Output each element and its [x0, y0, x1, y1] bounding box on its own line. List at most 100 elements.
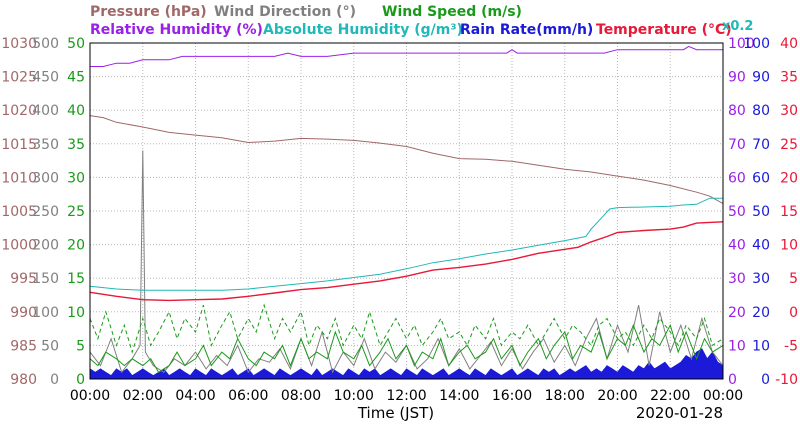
x-tick-label: 04:00 — [175, 388, 215, 404]
x-tick-label: 18:00 — [545, 388, 585, 404]
pressure-tick-label: 1020 — [1, 103, 37, 119]
wind-direction-tick-label: 0 — [50, 372, 59, 388]
series-absolute-humidity-g-m — [89, 197, 723, 291]
wind-direction-tick-label: 450 — [32, 70, 59, 86]
temperature-tick-label: -5 — [784, 338, 798, 354]
pressure-tick-label: 980 — [10, 372, 37, 388]
pressure-tick-label: 1000 — [1, 238, 37, 254]
wind-direction-tick-label: 150 — [32, 271, 59, 287]
rain-rate-tick-label: 10 — [752, 338, 770, 354]
pressure-tick-label: 1015 — [1, 137, 37, 153]
chart-legend: Pressure (hPa) Wind Direction (°) Wind S… — [90, 4, 753, 38]
relative-humidity-tick-label: 60 — [728, 170, 746, 186]
x-tick-label: 14:00 — [439, 388, 479, 404]
legend-pressure: Pressure (hPa) — [90, 4, 207, 20]
relative-humidity-tick-label: 100 — [728, 36, 755, 52]
legend-absolute-humidity: Absolute Humidity (g/m³) — [263, 22, 463, 38]
rain-rate-tick-label: 80 — [752, 103, 770, 119]
rain-rate-tick-label: 90 — [752, 70, 770, 86]
temperature-tick-label: 10 — [780, 238, 798, 254]
rain-rate-tick-label: 20 — [752, 305, 770, 321]
relative-humidity-tick-label: 30 — [728, 271, 746, 287]
rain-rate-tick-label: 0 — [761, 372, 770, 388]
x-tick-label: 12:00 — [386, 388, 426, 404]
wind-direction-tick-label: 100 — [32, 305, 59, 321]
pressure-tick-label: 1005 — [1, 204, 37, 220]
wind-direction-tick-label: 250 — [32, 204, 59, 220]
x-tick-label: 02:00 — [123, 388, 163, 404]
wind-speed-tick-label: 0 — [76, 372, 85, 388]
x-tick-label: 06:00 — [228, 388, 268, 404]
legend-wind-speed: Wind Speed (m/s) — [382, 4, 522, 20]
series-wind-speed-m-s — [89, 323, 724, 374]
relative-humidity-tick-label: 90 — [728, 70, 746, 86]
pressure-tick-label: 990 — [10, 305, 37, 321]
pressure-tick-label: 995 — [10, 271, 37, 287]
plot-frame — [89, 42, 724, 380]
temperature-tick-label: -10 — [775, 372, 798, 388]
relative-humidity-tick-label: 80 — [728, 103, 746, 119]
relative-humidity-tick-label: 0 — [728, 372, 737, 388]
temperature-tick-label: 30 — [780, 103, 798, 119]
legend-rain-rate: Rain Rate(mm/h) — [460, 22, 593, 38]
grid — [90, 43, 723, 379]
wind-speed-tick-label: 20 — [67, 238, 85, 254]
relative-humidity-tick-label: 40 — [728, 238, 746, 254]
series-layer — [89, 45, 724, 380]
x-tick-label: 10:00 — [334, 388, 374, 404]
relative-humidity-tick-label: 20 — [728, 305, 746, 321]
wind-speed-tick-label: 50 — [67, 36, 85, 52]
wind-direction-tick-label: 200 — [32, 238, 59, 254]
wind-direction-tick-label: 300 — [32, 170, 59, 186]
wind-direction-tick-label: 50 — [41, 338, 59, 354]
wind-speed-tick-label: 15 — [67, 271, 85, 287]
relative-humidity-tick-label: 10 — [728, 338, 746, 354]
pressure-tick-label: 1030 — [1, 36, 37, 52]
rain-rate-tick-label: 30 — [752, 271, 770, 287]
legend-relative-humidity: Relative Humidity (%) — [90, 22, 263, 38]
temperature-tick-label: 15 — [780, 204, 798, 220]
rain-rate-tick-label: 70 — [752, 137, 770, 153]
relative-humidity-tick-label: 70 — [728, 137, 746, 153]
wind-speed-tick-label: 25 — [67, 204, 85, 220]
wind-direction-tick-label: 400 — [32, 103, 59, 119]
temperature-tick-label: 5 — [789, 271, 798, 287]
rain-rate-tick-label: 50 — [752, 204, 770, 220]
x-tick-label: 00:00 — [70, 388, 110, 404]
x-tick-label: 16:00 — [492, 388, 532, 404]
temperature-tick-label: 20 — [780, 170, 798, 186]
x-tick-label: 22:00 — [650, 388, 690, 404]
x-tick-label: 20:00 — [597, 388, 637, 404]
rain-rate-tick-label: 100 — [743, 36, 770, 52]
x-tick-label: 08:00 — [281, 388, 321, 404]
wind-speed-tick-label: 35 — [67, 137, 85, 153]
pressure-tick-label: 985 — [10, 338, 37, 354]
x-tick-label: 00:00 — [703, 388, 743, 404]
legend-temperature: Temperature (°C) — [596, 22, 732, 38]
pressure-tick-label: 1025 — [1, 70, 37, 86]
rain-rate-tick-label: 60 — [752, 170, 770, 186]
absolute-humidity-scale-note: x0.2 — [722, 19, 753, 34]
legend-wind-direction: Wind Direction (°) — [214, 4, 356, 20]
wind-speed-tick-label: 40 — [67, 103, 85, 119]
wind-direction-tick-label: 350 — [32, 137, 59, 153]
wind-speed-tick-label: 10 — [67, 305, 85, 321]
relative-humidity-tick-label: 50 — [728, 204, 746, 220]
pressure-tick-label: 1010 — [1, 170, 37, 186]
wind-speed-tick-label: 5 — [76, 338, 85, 354]
series-pressure-hpa — [89, 115, 724, 205]
temperature-tick-label: 0 — [789, 305, 798, 321]
series-temperature-c — [89, 221, 724, 302]
temperature-tick-label: 25 — [780, 137, 798, 153]
rain-rate-tick-label: 40 — [752, 238, 770, 254]
series-relative-humidity — [90, 45, 723, 67]
wind-speed-tick-label: 45 — [67, 70, 85, 86]
wind-speed-tick-label: 30 — [67, 170, 85, 186]
temperature-tick-label: 40 — [780, 36, 798, 52]
axes: 1030102510201015101010051000995990985980… — [1, 36, 798, 404]
date-label: 2020-01-28 — [636, 404, 723, 422]
temperature-tick-label: 35 — [780, 70, 798, 86]
wind-direction-tick-label: 500 — [32, 36, 59, 52]
x-axis-label: Time (JST) — [357, 404, 434, 422]
